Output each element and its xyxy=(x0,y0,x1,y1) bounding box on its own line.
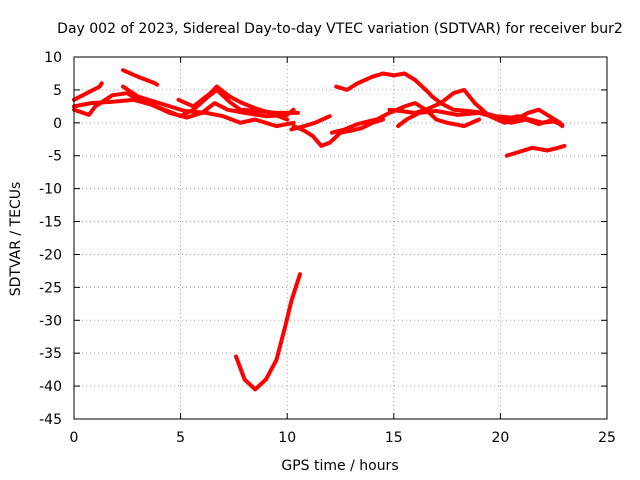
y-tick-label: -30 xyxy=(39,313,62,329)
y-tick-label: -35 xyxy=(39,346,62,362)
x-tick-label: 20 xyxy=(491,430,509,446)
series-sat-h xyxy=(291,117,386,148)
y-tick-label: -10 xyxy=(39,182,62,198)
series-sat-i xyxy=(330,101,482,135)
y-axis-label: SDTVAR / TECUs xyxy=(8,182,24,297)
x-axis-label: GPS time / hours xyxy=(281,458,398,474)
series-sat-f xyxy=(176,84,290,122)
y-tick-label: -15 xyxy=(39,215,62,231)
y-tick-label: -45 xyxy=(39,412,62,428)
plot-frame xyxy=(73,56,608,420)
series-sat-k xyxy=(387,87,563,125)
series-sat-n xyxy=(502,114,565,127)
x-tick-label: 5 xyxy=(176,430,185,446)
series-sat-c xyxy=(72,87,300,119)
x-tick-label: 25 xyxy=(598,430,616,446)
y-tick-label: -25 xyxy=(39,280,62,296)
tick-layer: 0 5 10 15 20 25 -45 -40 -35 -30 -25 -20 -15 -10 -5 0 5 10 xyxy=(39,50,616,446)
series-sat-o xyxy=(234,272,302,392)
y-tick-label: -5 xyxy=(48,149,62,165)
series-sat-m xyxy=(504,143,567,158)
series-layer xyxy=(72,68,567,392)
y-tick-label: 10 xyxy=(44,50,62,66)
series-sat-b xyxy=(72,97,296,120)
x-tick-label: 0 xyxy=(70,430,79,446)
x-tick-label: 15 xyxy=(385,430,403,446)
y-tick-label: -20 xyxy=(39,247,62,263)
x-tick-label: 10 xyxy=(278,430,296,446)
chart-title: Day 002 of 2023, Sidereal Day-to-day VTE… xyxy=(57,21,623,37)
y-tick-label: 5 xyxy=(53,83,62,99)
y-tick-label: -40 xyxy=(39,379,62,395)
series-sat-a xyxy=(72,81,104,102)
series-sat-d xyxy=(121,84,296,129)
series-sat-e xyxy=(121,68,160,87)
y-tick-label: 0 xyxy=(53,116,62,132)
